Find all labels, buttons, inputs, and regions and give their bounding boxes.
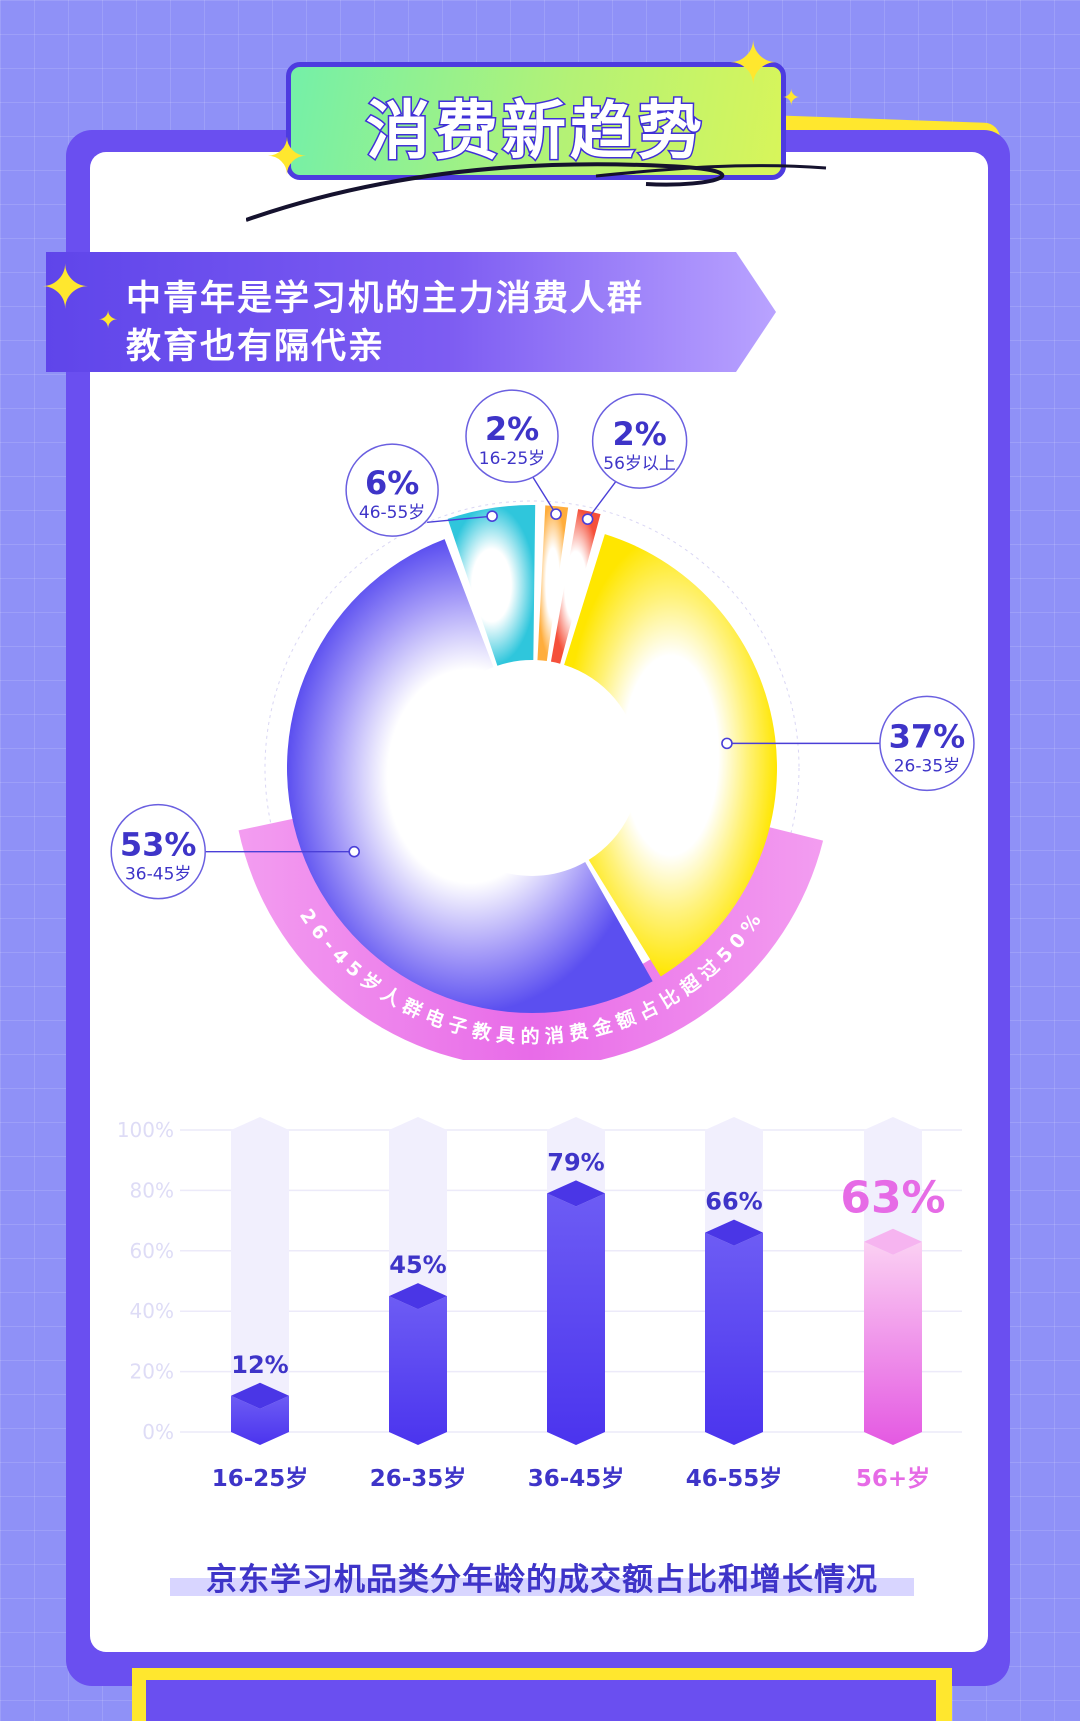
- bar-value-label: 45%: [389, 1251, 446, 1279]
- donut-chart: 26-45岁人群电子教具的消费金额占比超过50%2%56岁以上37%26-35岁…: [110, 389, 975, 1060]
- callout-dot: [721, 737, 733, 750]
- callout-leader: [427, 515, 493, 524]
- donut-slice-56岁以上: [550, 509, 601, 664]
- x-category-label: 36-45岁: [528, 1465, 625, 1492]
- callout-bubble: [465, 389, 559, 483]
- bar-value-label: 63%: [840, 1173, 945, 1224]
- slice-category-label: 26-35岁: [894, 756, 960, 776]
- x-category-label: 46-55岁: [686, 1465, 783, 1492]
- donut-slice-46-55岁: [447, 505, 536, 666]
- y-tick-label: 80%: [130, 1178, 174, 1202]
- callout-dot: [486, 510, 498, 522]
- bar-top-cap: [547, 1180, 605, 1207]
- slice-category-label: 56岁以上: [603, 454, 676, 474]
- bar-16-25岁: [231, 1395, 289, 1445]
- subtitle-line-2: 教育也有隔代亲: [126, 327, 386, 367]
- bar-track: [231, 1117, 289, 1445]
- subtitle-banner: 中青年是学习机的主力消费人群 教育也有隔代亲: [46, 252, 776, 372]
- bar-chart-title: 京东学习机品类分年龄的成交额占比和增长情况: [206, 1562, 878, 1598]
- donut-slice-16-25岁: [537, 505, 569, 662]
- bar-chart-caption: 京东学习机品类分年龄的成交额占比和增长情况: [170, 1554, 914, 1600]
- subtitle-line-1: 中青年是学习机的主力消费人群: [126, 279, 645, 319]
- slice-value-label: 6%: [365, 464, 419, 502]
- x-category-label: 26-35岁: [370, 1465, 467, 1492]
- donut-slice-26-35岁: [564, 534, 777, 977]
- subtitle-banner-background: [46, 252, 776, 372]
- callout-bubble: [345, 443, 439, 537]
- callout-bubble: [879, 695, 975, 792]
- slice-category-label: 16-25岁: [479, 449, 545, 469]
- y-tick-label: 100%: [117, 1118, 174, 1142]
- slice-value-label: 53%: [120, 826, 197, 864]
- sparkle-icon: ✦: [782, 86, 801, 111]
- callout-dot: [581, 513, 594, 525]
- bar-value-label: 66%: [705, 1188, 762, 1216]
- donut-slice-36-45岁: [286, 539, 653, 1014]
- bar-46-55岁: [705, 1232, 763, 1445]
- y-tick-label: 20%: [130, 1360, 174, 1384]
- bar-value-label: 12%: [231, 1351, 288, 1379]
- sparkle-icon: ✦: [40, 253, 91, 323]
- bar-36-45岁: [547, 1193, 605, 1445]
- callout-bubble: [591, 393, 688, 489]
- y-tick-label: 0%: [142, 1420, 174, 1444]
- slice-category-label: 36-45岁: [125, 865, 191, 885]
- slice-value-label: 37%: [889, 717, 966, 755]
- title-badge: 消费新趋势: [286, 62, 786, 182]
- callout-dot: [348, 845, 361, 858]
- bar-top-cap: [231, 1382, 289, 1409]
- callout-bubble: [110, 803, 206, 900]
- page-title: 消费新趋势: [365, 94, 706, 171]
- y-tick-label: 40%: [130, 1299, 174, 1323]
- slice-value-label: 2%: [612, 415, 666, 453]
- bar-top-cap: [864, 1228, 922, 1255]
- bar-top-cap: [389, 1283, 447, 1310]
- x-category-label: 16-25岁: [212, 1465, 309, 1492]
- slice-category-label: 46-55岁: [359, 503, 425, 523]
- bar-value-label: 79%: [547, 1148, 604, 1176]
- bar-top-cap: [705, 1219, 763, 1246]
- title-badge-background: [286, 62, 786, 180]
- arc-annotation-band: [238, 814, 824, 1060]
- x-category-label: 56+岁: [856, 1465, 930, 1492]
- y-tick-label: 60%: [130, 1239, 174, 1263]
- sparkle-icon: ✦: [98, 306, 119, 334]
- callout-dot: [550, 508, 562, 520]
- sparkle-icon: ✦: [728, 29, 779, 99]
- sparkle-icon: ✦: [266, 128, 308, 186]
- slice-value-label: 2%: [485, 410, 539, 448]
- title-swoosh-decoration: [246, 162, 827, 222]
- donut-hole: [425, 661, 639, 875]
- bar-26-35岁: [389, 1296, 447, 1445]
- bar-56+岁: [864, 1241, 922, 1445]
- caption-highlight: [170, 1578, 914, 1596]
- bottom-accent-inner: [146, 1680, 936, 1721]
